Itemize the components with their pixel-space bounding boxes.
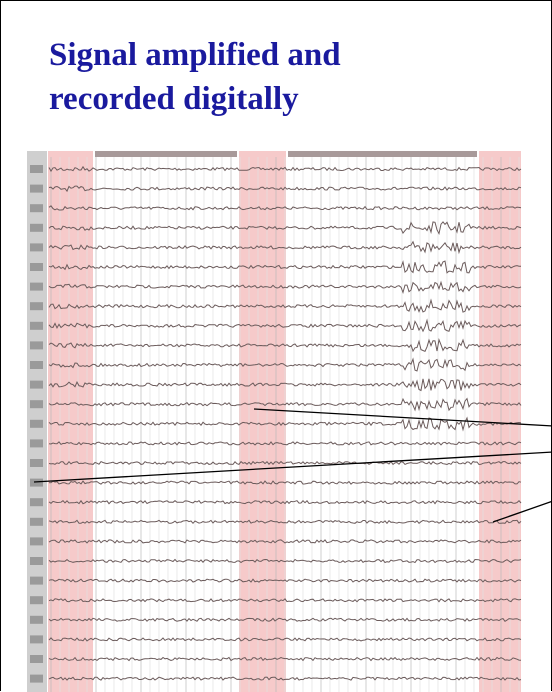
channel-label — [30, 341, 43, 349]
channel-label — [30, 675, 43, 683]
channel-label — [30, 596, 43, 604]
channel-label — [30, 302, 43, 310]
top-bar — [288, 151, 477, 157]
slide: Signal amplified and recorded digitally — [0, 0, 552, 691]
channel-label — [30, 400, 43, 408]
highlight-band — [239, 151, 286, 692]
channel-label — [30, 420, 43, 428]
channel-label — [30, 204, 43, 212]
channel-label — [30, 322, 43, 330]
channel-label — [30, 498, 43, 506]
top-bar — [95, 151, 237, 157]
channel-label — [30, 518, 43, 526]
channel-label — [30, 263, 43, 271]
channel-label — [30, 185, 43, 193]
channel-label — [30, 479, 43, 487]
channel-label — [30, 381, 43, 389]
channel-label — [30, 655, 43, 663]
highlight-band — [48, 151, 93, 692]
channel-label — [30, 439, 43, 447]
channel-label — [30, 224, 43, 232]
channel-label — [30, 459, 43, 467]
channel-label — [30, 361, 43, 369]
channel-label — [30, 243, 43, 251]
eeg-recording — [1, 1, 551, 692]
channel-label — [30, 537, 43, 545]
channel-label — [30, 635, 43, 643]
channel-label — [30, 616, 43, 624]
channel-label — [30, 557, 43, 565]
channel-label — [30, 577, 43, 585]
channel-label — [30, 283, 43, 291]
channel-label — [30, 165, 43, 173]
